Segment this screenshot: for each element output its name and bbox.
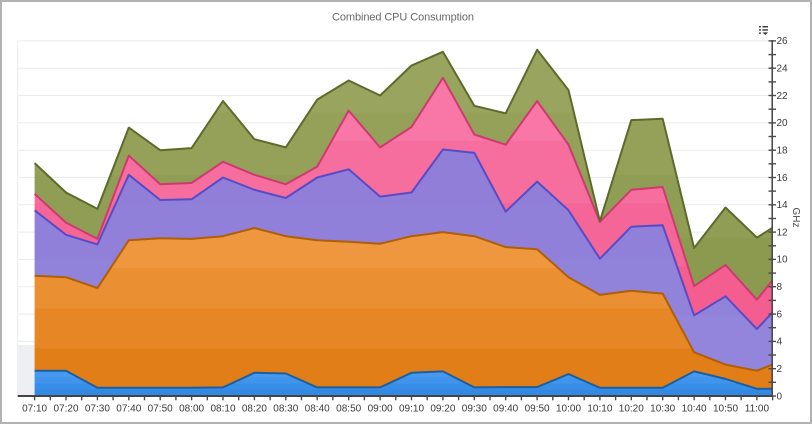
svg-text:10: 10 <box>777 255 789 266</box>
svg-text:08:10: 08:10 <box>210 404 235 415</box>
svg-text:20: 20 <box>777 118 789 129</box>
svg-text:12: 12 <box>777 227 789 238</box>
svg-text:6: 6 <box>777 309 783 320</box>
svg-text:Combined CPU Consumption: Combined CPU Consumption <box>332 12 474 24</box>
svg-text:GHz: GHz <box>790 208 801 228</box>
svg-text:10:40: 10:40 <box>682 404 707 415</box>
svg-text:09:40: 09:40 <box>493 404 518 415</box>
svg-text:07:40: 07:40 <box>116 404 141 415</box>
svg-text:10:00: 10:00 <box>556 404 581 415</box>
svg-text:0: 0 <box>777 391 783 402</box>
svg-text:09:00: 09:00 <box>368 404 393 415</box>
svg-text:10:20: 10:20 <box>619 404 644 415</box>
svg-text:8: 8 <box>777 282 783 293</box>
svg-text:07:50: 07:50 <box>148 404 173 415</box>
svg-text:18: 18 <box>777 146 789 157</box>
svg-text:10:30: 10:30 <box>650 404 675 415</box>
svg-text:07:10: 07:10 <box>22 404 47 415</box>
svg-text:24: 24 <box>777 64 789 75</box>
svg-text:09:10: 09:10 <box>399 404 424 415</box>
svg-text:16: 16 <box>777 173 789 184</box>
svg-text:08:00: 08:00 <box>179 404 204 415</box>
svg-text:10:50: 10:50 <box>713 404 738 415</box>
svg-text:22: 22 <box>777 91 789 102</box>
svg-text:07:30: 07:30 <box>85 404 110 415</box>
svg-text:08:30: 08:30 <box>273 404 298 415</box>
svg-text:11:00: 11:00 <box>745 404 770 415</box>
svg-text:08:40: 08:40 <box>305 404 330 415</box>
svg-text:07:20: 07:20 <box>53 404 78 415</box>
svg-text:09:50: 09:50 <box>525 404 550 415</box>
svg-text:08:20: 08:20 <box>242 404 267 415</box>
svg-text:26: 26 <box>777 36 789 47</box>
svg-text:2: 2 <box>777 364 783 375</box>
svg-text:08:50: 08:50 <box>336 404 361 415</box>
svg-text:09:20: 09:20 <box>430 404 455 415</box>
svg-text:14: 14 <box>777 200 789 211</box>
svg-text:4: 4 <box>777 337 783 348</box>
svg-text:10:10: 10:10 <box>587 404 612 415</box>
svg-text:09:30: 09:30 <box>462 404 487 415</box>
